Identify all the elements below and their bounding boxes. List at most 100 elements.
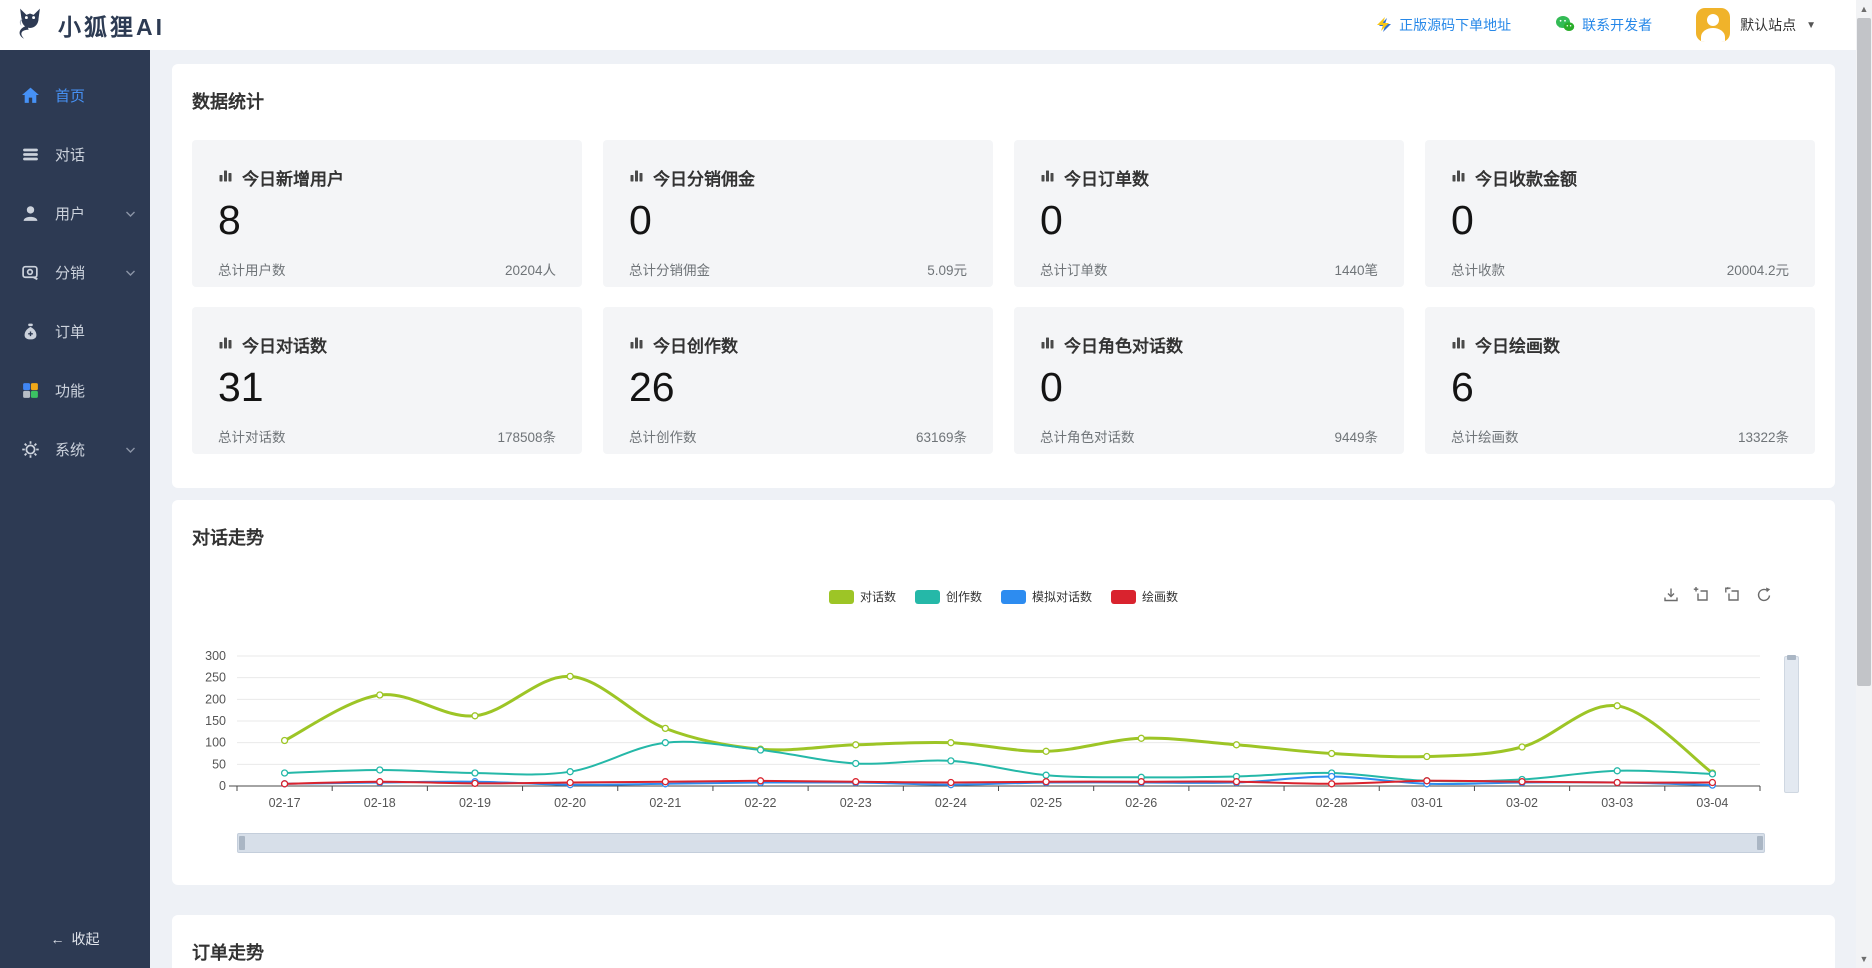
- fox-logo-icon: [12, 5, 48, 46]
- refresh-icon[interactable]: [1755, 586, 1773, 604]
- stat-card: 今日分销佣金 0 总计分销佣金 5.09元: [603, 140, 993, 287]
- bar-chart-icon: [1451, 335, 1466, 355]
- arrow-left-icon: ←: [50, 931, 65, 947]
- stat-card-title: 今日新增用户: [242, 170, 344, 189]
- sidebar-item-label: 用户: [55, 206, 86, 223]
- stat-card: 今日角色对话数 0 总计角色对话数 9449条: [1014, 307, 1404, 454]
- stat-card-header: 今日收款金额: [1451, 165, 1789, 190]
- zoom-back-icon[interactable]: [1724, 586, 1742, 604]
- x-axis-tick-label: 02-23: [840, 796, 872, 810]
- download-icon[interactable]: [1662, 586, 1680, 604]
- stat-total-value: 20004.2元: [1726, 263, 1789, 279]
- legend-item-4[interactable]: 绘画数: [1111, 588, 1178, 605]
- trend-line: [283, 674, 1714, 775]
- stat-total-value: 5.09元: [927, 263, 967, 279]
- stats-panel-title: 数据统计: [192, 92, 264, 112]
- data-point: [471, 712, 479, 720]
- data-point: [1137, 734, 1145, 742]
- legend-label: 模拟对话数: [1032, 590, 1093, 604]
- data-point: [756, 746, 765, 754]
- horizontal-datazoom-slider[interactable]: [237, 833, 1765, 853]
- bar-chart-icon: [1451, 168, 1466, 188]
- avatar: [1696, 8, 1731, 42]
- bar-chart-icon: [218, 335, 233, 355]
- stat-total-label: 总计角色对话数: [1040, 430, 1135, 446]
- stat-card-header: 今日角色对话数: [1040, 332, 1378, 357]
- data-point: [1232, 741, 1241, 749]
- stat-card: 今日新增用户 8 总计用户数 20204人: [192, 140, 582, 287]
- stat-card-footer: 总计创作数 63169条: [629, 426, 967, 446]
- sidebar-item-home[interactable]: 首页: [0, 66, 150, 125]
- stat-card-footer: 总计用户数 20204人: [218, 259, 556, 279]
- chart-toolbar: [1662, 586, 1773, 604]
- stat-card-footer: 总计分销佣金 5.09元: [629, 259, 967, 279]
- stat-total-label: 总计订单数: [1040, 263, 1108, 279]
- data-point: [947, 757, 955, 765]
- legend-item-1[interactable]: 对话数: [828, 588, 896, 605]
- sidebar-item-user[interactable]: 用户: [0, 184, 150, 243]
- source-code-order-link[interactable]: 正版源码下单地址: [1374, 15, 1511, 36]
- data-point: [1137, 778, 1145, 786]
- zoom-rect-icon[interactable]: [1693, 586, 1711, 604]
- home-icon: [21, 86, 40, 105]
- scroll-down-icon[interactable]: ▼: [1859, 954, 1869, 964]
- collapse-sidebar-button[interactable]: ← 收起: [0, 922, 150, 956]
- scroll-up-icon[interactable]: ▲: [1859, 4, 1869, 14]
- scrollbar-thumb[interactable]: [1857, 18, 1871, 686]
- data-point: [1518, 778, 1526, 786]
- site-selector[interactable]: 默认站点 ▼: [1696, 8, 1816, 42]
- legend-swatch: [914, 589, 940, 604]
- legend-label: 对话数: [859, 590, 896, 604]
- data-point: [661, 724, 669, 733]
- lightning-icon: [1374, 15, 1392, 36]
- order-trend-panel: 订单走势: [172, 915, 1835, 968]
- legend-item-2[interactable]: 创作数: [914, 588, 982, 605]
- x-axis-tick-label: 02-20: [554, 796, 586, 810]
- data-point: [566, 778, 574, 787]
- sidebar-item-chat[interactable]: 对话: [0, 125, 150, 184]
- user-icon: [21, 204, 40, 223]
- sidebar-item-feature[interactable]: 功能: [0, 361, 150, 420]
- data-point: [1042, 778, 1050, 786]
- vertical-datazoom-slider[interactable]: [1784, 655, 1799, 793]
- stat-card-title: 今日绘画数: [1475, 337, 1560, 356]
- bar-chart-icon: [629, 168, 644, 188]
- sidebar-item-order[interactable]: 订单: [0, 302, 150, 361]
- legend-item-3[interactable]: 模拟对话数: [1001, 588, 1092, 605]
- x-axis-tick-label: 02-19: [459, 796, 491, 810]
- stat-card-footer: 总计角色对话数 9449条: [1040, 426, 1378, 446]
- collapse-label: 收起: [71, 931, 100, 947]
- gear-icon: [21, 440, 40, 459]
- data-point: [661, 778, 669, 786]
- site-selector-label: 默认站点: [1740, 17, 1797, 33]
- list-icon: [21, 145, 40, 164]
- data-point: [1518, 743, 1526, 751]
- sidebar-item-system[interactable]: 系统: [0, 420, 150, 479]
- page-scrollbar[interactable]: ▲ ▼: [1856, 0, 1872, 968]
- chevron-down-icon: [125, 441, 136, 458]
- data-point: [471, 769, 479, 777]
- data-point: [947, 778, 955, 787]
- legend-swatch: [1111, 589, 1137, 604]
- chevron-down-icon: ▼: [1806, 19, 1816, 31]
- legend-swatch: [828, 589, 854, 604]
- chart-legend: 对话数 创作数 模拟对话数 绘画数: [172, 588, 1835, 605]
- x-axis-tick-label: 02-24: [935, 796, 967, 810]
- sidebar-item-distribution[interactable]: 分销: [0, 243, 150, 302]
- stat-total-label: 总计收款: [1451, 263, 1505, 279]
- x-axis-tick-label: 02-26: [1125, 796, 1157, 810]
- top-header: 小狐狸AI 正版源码下单地址: [0, 0, 1856, 50]
- stat-total-label: 总计用户数: [218, 263, 286, 279]
- data-point: [280, 769, 289, 777]
- data-point: [1613, 767, 1621, 775]
- contact-developer-link[interactable]: 联系开发者: [1555, 14, 1652, 37]
- stat-total-label: 总计创作数: [629, 430, 697, 446]
- data-point: [852, 778, 860, 786]
- stat-total-value: 9449条: [1334, 430, 1378, 446]
- stat-card-footer: 总计绘画数 13322条: [1451, 426, 1789, 446]
- x-axis-tick-label: 02-18: [364, 796, 396, 810]
- data-point: [1708, 770, 1717, 778]
- conversation-trend-chart: 0 50 100 150 200 250 300 02-17 02-18 02-19 02-20 02…: [205, 649, 1761, 810]
- sidebar-item-label: 订单: [55, 324, 86, 341]
- x-axis-tick-label: 02-21: [649, 796, 681, 810]
